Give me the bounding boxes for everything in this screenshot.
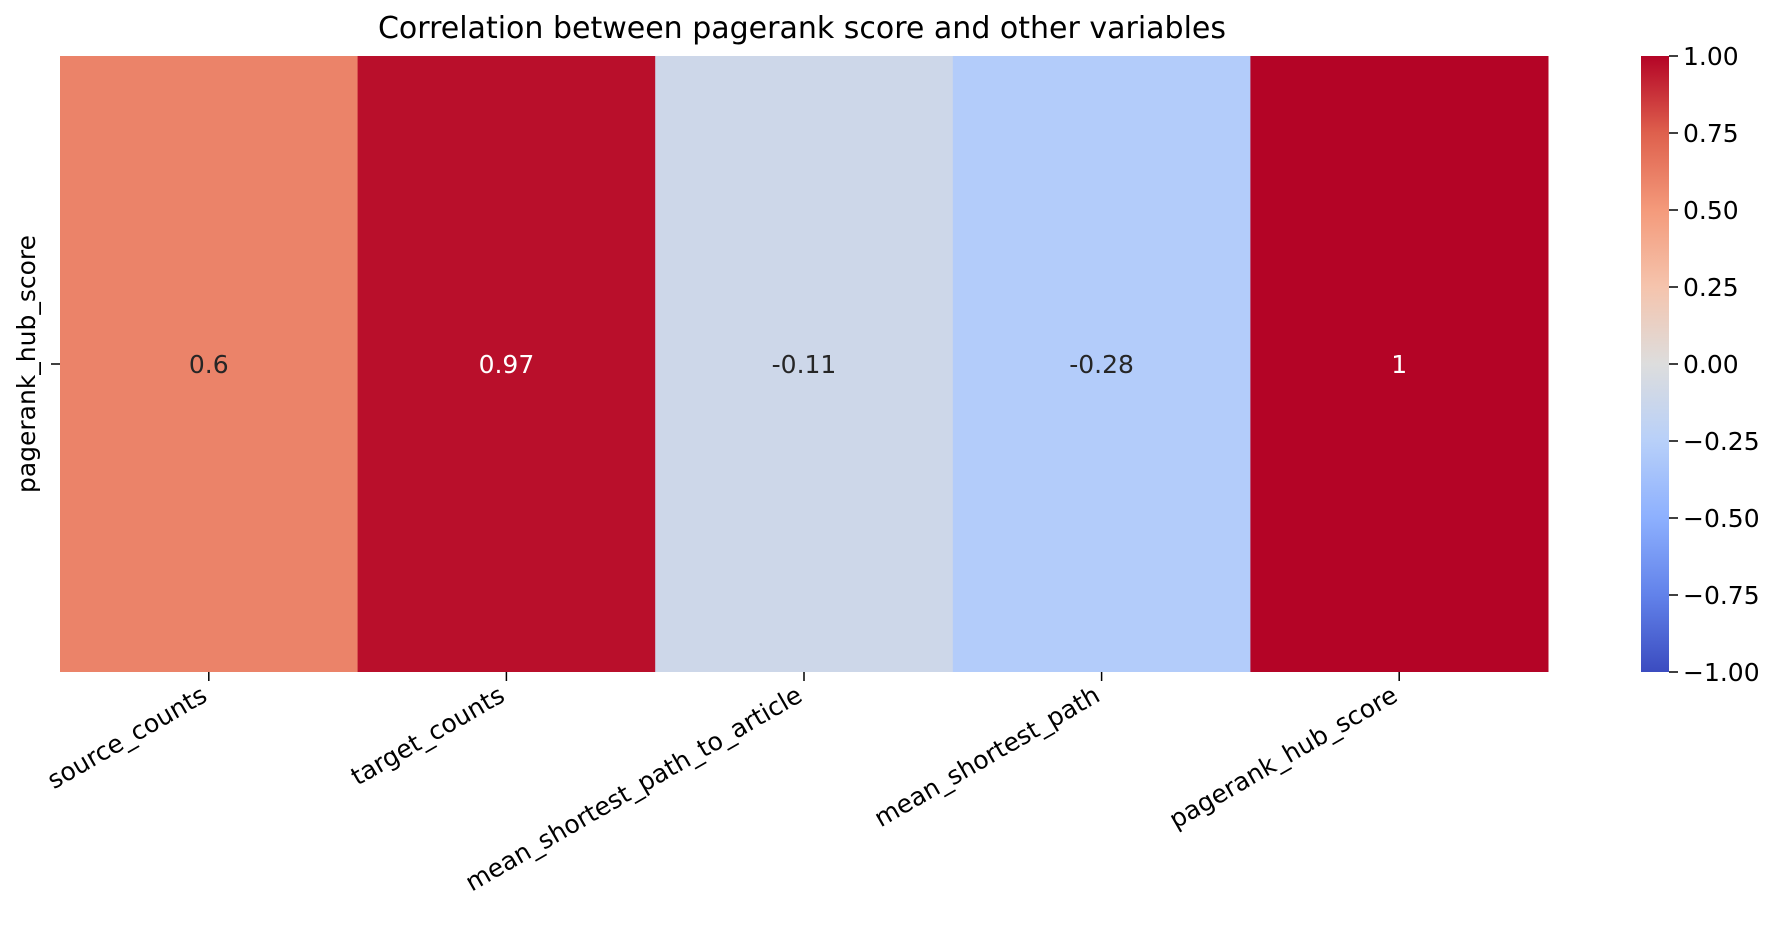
x-tick-label: pagerank_hub_score	[1164, 680, 1402, 834]
x-tick-label: source_counts	[42, 680, 212, 795]
cell-annotation: 1	[1391, 350, 1407, 379]
heatmap-cell	[655, 56, 954, 672]
cell-annotation: 0.6	[189, 350, 229, 379]
x-tick-label: target_counts	[346, 680, 510, 791]
y-axis-ticks: pagerank_hub_score	[12, 235, 60, 493]
x-tick-label: mean_shortest_path_to_article	[460, 680, 807, 897]
heatmap-cell	[952, 56, 1251, 672]
heatmap-cell	[60, 56, 359, 672]
cell-annotation: -0.11	[772, 350, 837, 379]
chart-title: Correlation between pagerank score and o…	[378, 11, 1226, 46]
cell-annotation: -0.28	[1069, 350, 1134, 379]
heatmap-cell	[1250, 56, 1549, 672]
x-axis-ticks: source_counts target_countsmean_shortest_…	[42, 672, 1402, 897]
x-tick-label: mean_shortest_path	[869, 680, 1105, 833]
colorbar-tick-label: −0.25	[1683, 427, 1760, 456]
colorbar: 1.00 0.75 0.50 0.25 0.00 −0.25 −0.50 −0.75 −1.00	[1641, 42, 1760, 687]
colorbar-bar	[1641, 56, 1669, 672]
y-tick-label: pagerank_hub_score	[12, 235, 41, 493]
colorbar-tick-label: 1.00	[1683, 42, 1739, 71]
colorbar-tick-label: −0.50	[1683, 504, 1760, 533]
cell-annotation: 0.97	[479, 350, 535, 379]
colorbar-tick-label: 0.25	[1683, 273, 1739, 302]
colorbar-tick-label: 0.50	[1683, 196, 1739, 225]
heatmap-cell	[357, 56, 656, 672]
colorbar-tick-label: −0.75	[1683, 581, 1760, 610]
heatmap-cells: 0.6 0.97 -0.11 -0.28 1	[60, 56, 1549, 672]
colorbar-tick-label: −1.00	[1683, 658, 1760, 687]
colorbar-tick-label: 0.75	[1683, 119, 1739, 148]
colorbar-tick-label: 0.00	[1683, 350, 1739, 379]
